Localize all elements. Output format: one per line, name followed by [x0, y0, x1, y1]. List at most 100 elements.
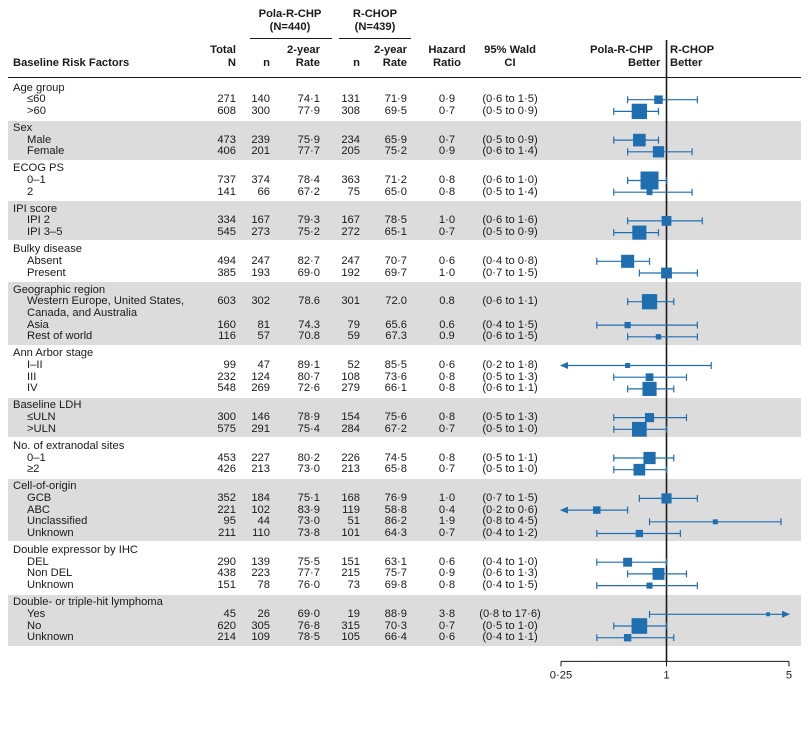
cell-pola-rate: 77·7 [297, 567, 320, 580]
cell-pola-n: 305 [251, 619, 270, 632]
cell-hazard-ratio: 0·8 [438, 185, 456, 198]
cell-total-n: 453 [217, 451, 236, 464]
hazard-ratio-marker [621, 254, 635, 268]
header-ci-1: 95% Wald [484, 44, 536, 56]
cell-rchop-rate: 64·3 [384, 527, 407, 539]
header-ci-2: CI [504, 57, 516, 69]
group-title: Geographic region [13, 283, 106, 296]
cell-rchop-rate: 75·6 [384, 411, 407, 424]
group-band [8, 120, 801, 160]
cell-rchop-rate: 74·5 [384, 451, 407, 464]
cell-total-n: 494 [217, 254, 236, 267]
cell-rchop-rate: 63·1 [384, 555, 407, 568]
cell-ci: (0·5 to 1·4) [482, 185, 538, 198]
cell-pola-n: 57 [257, 330, 270, 343]
cell-rchop-n: 79 [347, 318, 360, 331]
hazard-ratio-marker [623, 634, 632, 642]
group-title: Sex [13, 121, 33, 134]
hazard-ratio-marker [635, 529, 644, 538]
cell-pola-n: 26 [257, 607, 270, 620]
header-risk-factors: Baseline Risk Factors [13, 57, 130, 69]
cell-hazard-ratio: 1·0 [438, 214, 456, 227]
cell-pola-n: 47 [257, 359, 270, 371]
group-title: Double- or triple-hit lymphoma [13, 596, 163, 609]
hazard-ratio-marker [643, 451, 656, 465]
cell-rchop-n: 167 [341, 214, 360, 227]
cell-pola-rate: 75·9 [297, 133, 320, 146]
cell-pola-rate: 82·7 [297, 254, 320, 267]
cell-hazard-ratio: 0·7 [438, 619, 456, 632]
cell-pola-rate: 77·7 [297, 145, 320, 158]
cell-pola-rate: 74.3 [298, 318, 320, 331]
cell-rchop-n: 108 [341, 370, 360, 383]
header-rule-pola [250, 38, 332, 39]
row-label: GCB [27, 491, 52, 504]
group-title: No. of extranodal sites [13, 439, 125, 452]
group-title: Bulky disease [13, 243, 83, 256]
cell-total-n: 141 [217, 185, 236, 198]
cell-rchop-rate: 65·8 [384, 463, 407, 476]
cell-hazard-ratio: 0·7 [438, 104, 456, 117]
cell-rchop-n: 73 [347, 579, 360, 592]
cell-pola-rate: 75·5 [297, 555, 320, 568]
header-pola-n: n [263, 57, 270, 69]
cell-rchop-n: 279 [341, 382, 360, 395]
cell-total-n: 334 [217, 214, 236, 227]
cell-rchop-n: 308 [341, 104, 360, 117]
hazard-ratio-marker [654, 95, 663, 104]
cell-rchop-rate: 75·7 [384, 567, 407, 580]
header-hr-1: Hazard [428, 44, 466, 56]
cell-pola-rate: 73·0 [297, 515, 320, 528]
cell-ci: (0·6 to 1·1) [482, 382, 538, 395]
cell-rchop-rate: 58·8 [384, 503, 407, 516]
cell-ci: (0·6 to 1·1) [482, 295, 538, 308]
cell-rchop-rate: 86·2 [384, 515, 407, 528]
cell-pola-n: 109 [251, 631, 270, 644]
cell-pola-rate: 80·7 [297, 370, 320, 383]
cell-pola-n: 167 [251, 214, 270, 227]
cell-pola-n: 66 [257, 185, 270, 198]
cell-pola-rate: 80·2 [297, 451, 320, 464]
cell-ci: (0·4 to 1·5) [482, 579, 538, 592]
cell-pola-n: 184 [251, 491, 270, 504]
cell-total-n: 214 [217, 631, 236, 644]
cell-ci: (0·4 to 1·1) [482, 631, 538, 644]
group-band [8, 478, 801, 542]
header-rule-rchop [339, 38, 411, 39]
row-label: IPI 3–5 [27, 226, 63, 239]
row-label: Present [27, 266, 66, 279]
header-better-right-2: Better [670, 57, 703, 69]
cell-rchop-n: 315 [341, 619, 360, 632]
cell-total-n: 473 [217, 133, 236, 146]
header-group-pola: Pola-R-CHP [258, 8, 322, 20]
hazard-ratio-marker [632, 421, 647, 437]
cell-pola-rate: 89·1 [297, 359, 320, 371]
cell-hazard-ratio: 0·4 [438, 503, 456, 516]
cell-rchop-n: 192 [341, 266, 360, 279]
cell-hazard-ratio: 0·8 [438, 370, 456, 383]
cell-rchop-n: 105 [341, 631, 360, 644]
row-label: ≤ULN [27, 411, 56, 424]
hazard-ratio-marker [766, 612, 771, 617]
cell-rchop-rate: 85·5 [384, 359, 407, 371]
cell-rchop-rate: 71·2 [384, 174, 407, 186]
row-label: Unknown [27, 631, 74, 644]
cell-rchop-n: 301 [341, 295, 360, 308]
cell-hazard-ratio: 0.6 [439, 318, 455, 331]
cell-pola-rate: 75·4 [297, 422, 320, 435]
cell-total-n: 548 [217, 382, 236, 395]
group-title: Ann Arbor stage [13, 347, 94, 360]
cell-ci: (0·5 to 1·0) [482, 463, 538, 476]
cell-ci: (0·2 to 1·8) [482, 359, 538, 371]
cell-rchop-n: 154 [341, 411, 360, 424]
cell-ci: (0·5 to 1·3) [482, 411, 538, 424]
hazard-ratio-marker [652, 146, 665, 158]
hazard-ratio-marker [641, 294, 658, 310]
cell-rchop-n: 19 [347, 607, 360, 620]
row-label: DEL [27, 555, 49, 568]
cell-rchop-rate: 70·3 [384, 619, 407, 632]
cell-rchop-n: 213 [341, 463, 360, 476]
header-total-2: N [227, 57, 236, 69]
cell-pola-rate: 76·0 [297, 579, 320, 592]
